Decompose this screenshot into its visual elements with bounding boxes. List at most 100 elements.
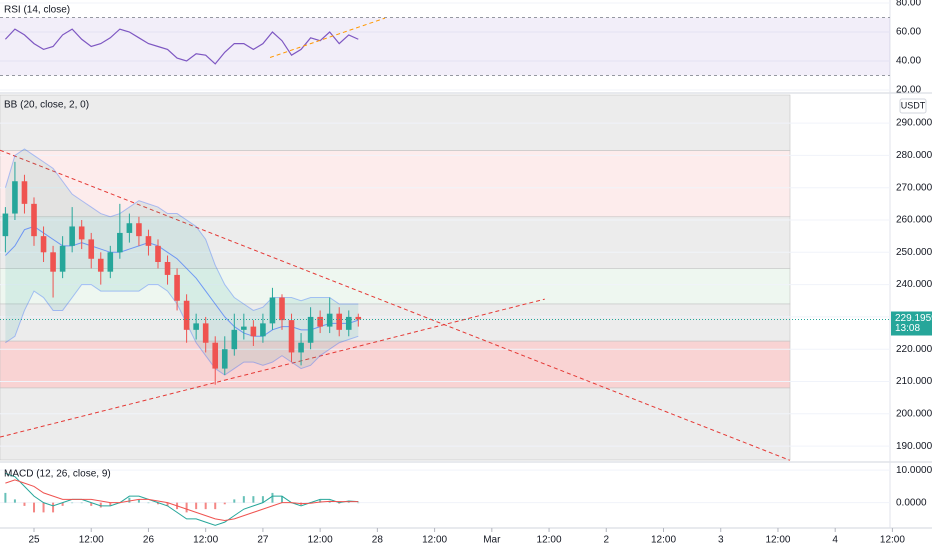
candle-body [250,326,257,337]
candle-body [183,300,190,330]
candle-body [260,323,266,337]
candle-body [50,252,56,272]
y-tick-label: 60.00 [896,27,921,38]
price-zone [0,150,791,218]
macd-histogram-bar [23,502,26,506]
macd-histogram-bar [147,502,150,504]
candle-body [231,329,238,350]
macd-histogram-bar [204,502,207,510]
x-tick-label: 12:00 [765,535,790,546]
panel-title: RSI (14, close) [4,5,70,16]
y-tick-label: 40.00 [896,56,921,67]
macd-histogram-bar [71,502,74,504]
candle-body [355,316,362,320]
macd-histogram-bar [242,496,245,503]
macd-histogram-bar [233,499,236,503]
macd-histogram-bar [166,502,169,506]
x-tick-label: 4 [832,535,838,546]
candle-body [164,261,171,275]
macd-histogram-bar [357,502,360,504]
candle-body [202,323,209,343]
candle-body [279,297,285,321]
x-tick-label: 12:00 [651,535,676,546]
candle-body [345,316,352,330]
macd-histogram-bar [4,492,7,503]
last-price-box [891,311,932,336]
x-tick-label: 12:00 [880,535,905,546]
y-tick-label: 210.0000 [896,376,932,387]
macd-line [5,472,359,526]
y-tick-label: 20.00 [896,85,921,96]
trend-line [0,298,545,438]
candle-body [155,245,161,262]
y-tick-label: 220.0000 [896,344,932,355]
candle-body [288,320,295,353]
macd-histogram-bar [347,501,350,503]
candle-body [12,181,18,214]
candle-body [97,258,104,272]
trend-line [0,149,791,461]
x-tick-label: 2 [603,535,609,546]
y-tick-label: 190.0000 [896,441,932,452]
x-tick-label: 12:00 [308,535,333,546]
price-zone [0,340,791,389]
macd-histogram-bar [33,502,36,513]
macd-histogram-bar [128,497,131,503]
y-tick-label: 10.0000 [896,465,932,476]
macd-histogram-bar [137,499,140,503]
y-tick-label: 250.0000 [896,247,932,258]
macd-histogram-bar [80,502,83,504]
candle-body [212,342,219,369]
macd-histogram-bar [261,496,264,503]
candle-body [117,232,123,253]
macd-histogram-bar [99,502,102,508]
signal-line [5,479,359,522]
candle-body [69,226,75,246]
candle-body [174,274,180,301]
macd-histogram-bar [185,502,188,513]
x-tick-label: 28 [372,535,384,546]
x-tick-label: 12:00 [537,535,562,546]
candle-body [269,297,276,324]
y-tick-label: 260.0000 [896,215,932,226]
y-tick-label: 200.0000 [896,408,932,419]
y-tick-label: 290.0000 [896,118,932,129]
candle-body [221,349,228,369]
macd-histogram-bar [52,502,55,513]
last-price-label: 229.1959 [895,313,932,324]
macd-histogram-bar [156,502,159,505]
macd-histogram-bar [13,499,16,503]
macd-histogram-bar [42,502,45,513]
macd-histogram-bar [109,502,112,506]
candle-body [193,323,199,330]
candle-body [298,342,304,353]
candle-body [2,213,9,237]
macd-histogram-bar [319,500,322,503]
y-tick-label: 80.00 [896,0,921,9]
candle-body [336,313,343,330]
y-tick-label: 270.0000 [896,182,932,193]
y-tick-label: 240.0000 [896,279,932,290]
candle-body [59,245,66,272]
y-tick-label: 280.0000 [896,150,932,161]
macd-histogram-bar [90,502,93,506]
candle-body [136,223,142,237]
trend-line [269,17,386,58]
candle-body [317,316,323,327]
candle-body [21,181,28,204]
x-tick-label: 3 [718,535,724,546]
countdown-label: 13:08 [895,323,920,334]
x-tick-label: 25 [28,535,40,546]
candle-body [307,316,314,343]
macd-histogram-bar [252,496,255,503]
candle-body [126,223,133,233]
macd-histogram-bar [280,496,283,503]
candle-body [40,236,47,253]
macd-histogram-bar [271,492,274,503]
x-tick-label: 12:00 [79,535,104,546]
candle-body [241,326,247,330]
x-tick-label: 27 [257,535,269,546]
candle-body [31,203,37,237]
